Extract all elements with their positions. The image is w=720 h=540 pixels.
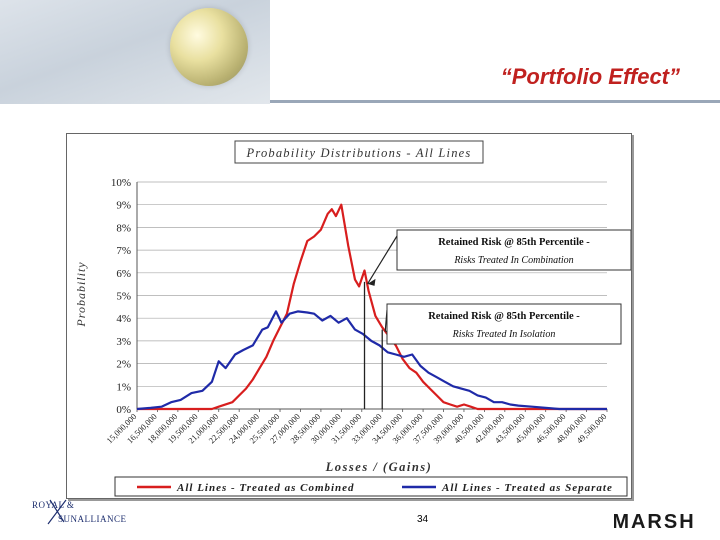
header-banner: “Portfolio Effect” — [0, 0, 720, 104]
arrowhead-icon — [367, 278, 376, 286]
legend-label: All Lines - Treated as Separate — [441, 482, 613, 494]
legend: All Lines - Treated as Combined All Lines… — [114, 476, 628, 497]
y-tick-label: 3% — [116, 336, 131, 348]
y-tick-label: 0% — [116, 404, 131, 416]
probability-chart: 0% 1% 2% 3% 4% 5% 6% 7% 8% 9% 10% 15,000,00016,500… — [74, 140, 631, 497]
y-tick-label: 4% — [116, 313, 131, 325]
y-tick-label: 5% — [116, 291, 131, 303]
grid-lines — [136, 181, 608, 412]
marsh-logo-text: MARSH — [614, 511, 694, 532]
y-tick-label: 7% — [116, 245, 131, 257]
series-layer — [136, 203, 607, 411]
annotation-box — [386, 303, 622, 345]
logo-left-line1: ROYAL & — [32, 500, 75, 510]
annotation-title: Retained Risk @ 85th Percentile - — [428, 311, 580, 322]
royal-sunalliance-logo: ROYAL & SUNALLIANCE — [30, 494, 150, 534]
logo-mark-icon — [47, 499, 67, 525]
marsh-logo: MARSH — [614, 511, 694, 532]
annotation-arrow — [366, 235, 398, 285]
annotations: Retained Risk @ 85th Percentile - Risks T… — [363, 229, 631, 409]
annotation-subtitle: Risks Treated In Combination — [453, 255, 573, 266]
y-tick-label: 9% — [116, 200, 131, 212]
x-axis-label: Losses / (Gains) — [325, 460, 433, 474]
chart-title-box — [234, 140, 484, 164]
y-tick-labels: 0% 1% 2% 3% 4% 5% 6% 7% 8% 9% 10% — [111, 177, 131, 416]
annotation-title: Retained Risk @ 85th Percentile - — [438, 237, 590, 248]
series-line-combined — [137, 203, 607, 411]
y-tick-label: 2% — [116, 359, 131, 371]
y-tick-label: 1% — [116, 381, 131, 393]
chart-panel: 0% 1% 2% 3% 4% 5% 6% 7% 8% 9% 10% 15,000,000 16,500… — [66, 133, 632, 499]
y-tick-label: 6% — [116, 268, 131, 280]
series-line-separate — [136, 310, 607, 411]
annotation-subtitle: Risks Treated In Isolation — [452, 329, 556, 340]
legend-box — [114, 476, 628, 497]
y-tick-label: 8% — [116, 222, 131, 234]
logo-left-line2: SUNALLIANCE — [58, 514, 127, 524]
page-number: 34 — [417, 514, 429, 525]
globe-image — [170, 8, 248, 86]
legend-label: All Lines - Treated as Combined — [176, 482, 355, 494]
x-tick-labels: 15,000,00016,500,00018,000,00019,500,000… — [104, 411, 608, 445]
y-tick-label: 10% — [111, 177, 131, 189]
annotation-box — [396, 229, 631, 271]
banner-rule — [270, 100, 720, 103]
chart-title: Probability Distributions - All Lines — [246, 146, 472, 160]
y-axis-label: Probability — [74, 261, 88, 327]
slide-title: “Portfolio Effect” — [500, 64, 680, 89]
